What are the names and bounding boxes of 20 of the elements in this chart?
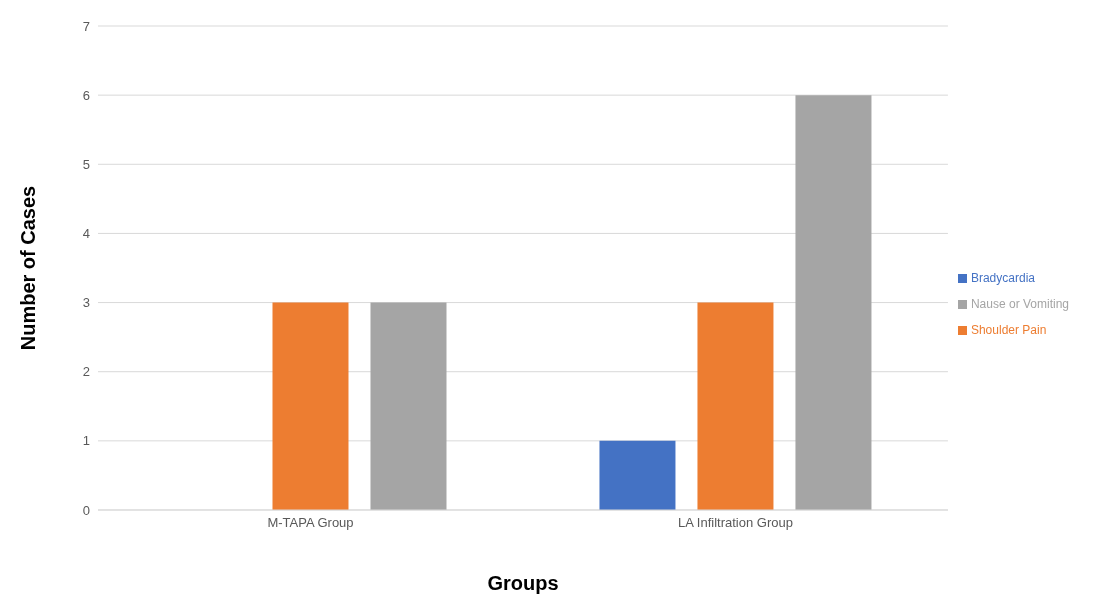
y-tick-label: 4 — [82, 226, 90, 242]
y-tick-label: 0 — [82, 502, 90, 518]
legend-label: Nause or Vomiting — [970, 297, 1069, 311]
legend-label: Shoulder Pain — [970, 323, 1047, 337]
x-axis-title: Groups — [487, 572, 559, 594]
y-tick-label: 3 — [82, 295, 90, 311]
x-tick-label: M-TAPA Group — [267, 515, 354, 531]
y-tick-label: 6 — [82, 87, 90, 103]
x-tick-label: LA Infiltration Group — [678, 515, 793, 531]
y-tick-label: 2 — [82, 364, 90, 380]
y-tick-label: 1 — [82, 433, 90, 449]
bar — [795, 95, 872, 510]
legend-label: Bradycardia — [970, 271, 1035, 285]
bar — [599, 440, 676, 510]
bar — [272, 302, 349, 510]
y-tick-label: 5 — [82, 156, 90, 172]
bar — [697, 302, 774, 510]
bar — [370, 302, 447, 510]
y-axis-title: Number of Cases — [17, 185, 40, 351]
y-tick-label: 7 — [82, 18, 90, 34]
